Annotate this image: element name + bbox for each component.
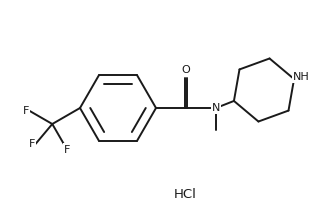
Text: HCl: HCl (174, 188, 197, 202)
Text: NH: NH (293, 72, 309, 82)
Text: N: N (212, 103, 220, 113)
Text: O: O (182, 65, 191, 75)
Text: F: F (64, 145, 71, 155)
Text: F: F (28, 139, 35, 149)
Text: F: F (23, 106, 29, 116)
